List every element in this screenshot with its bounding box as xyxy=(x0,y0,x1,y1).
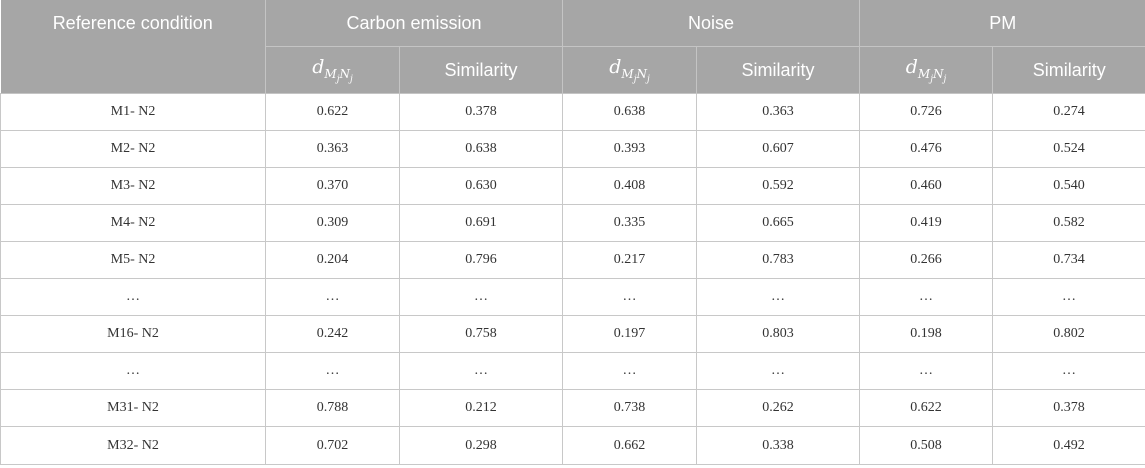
table-row: M3- N2 0.370 0.630 0.408 0.592 0.460 0.540 xyxy=(0,167,1145,205)
reference-condition-cell: M3- N2 xyxy=(0,167,266,205)
header-row-groups: Reference condition Carbon emission Nois… xyxy=(0,0,1145,94)
carbon-similarity-cell: 0.630 xyxy=(399,167,563,205)
carbon-similarity-cell: 0.796 xyxy=(399,241,563,279)
pm-distance-cell: 0.460 xyxy=(859,167,993,205)
table-row: M2- N2 0.363 0.638 0.393 0.607 0.476 0.524 xyxy=(0,130,1145,168)
reference-condition-cell: M31- N2 xyxy=(0,389,266,427)
noise-distance-cell: 0.335 xyxy=(562,204,697,242)
noise-distance-cell: 0.393 xyxy=(562,130,697,168)
noise-distance-cell: … xyxy=(562,352,697,390)
pm-similarity-cell: 0.378 xyxy=(992,389,1145,427)
pm-distance-cell: … xyxy=(859,278,993,316)
carbon-distance-cell: 0.363 xyxy=(265,130,400,168)
pm-distance-cell: 0.622 xyxy=(859,389,993,427)
noise-similarity-cell: … xyxy=(696,278,860,316)
carbon-distance-cell: 0.622 xyxy=(265,93,400,131)
pm-similarity-cell: 0.274 xyxy=(992,93,1145,131)
carbon-distance-cell: 0.309 xyxy=(265,204,400,242)
noise-similarity-cell: 0.665 xyxy=(696,204,860,242)
distance-symbol: dMjNj xyxy=(312,55,353,85)
header-distance-pm: dMjNj xyxy=(859,46,993,94)
noise-distance-cell: 0.197 xyxy=(562,315,697,353)
noise-similarity-cell: 0.363 xyxy=(696,93,860,131)
pm-distance-cell: 0.508 xyxy=(859,426,993,465)
header-distance-carbon: dMjNj xyxy=(265,46,400,94)
carbon-similarity-cell: 0.378 xyxy=(399,93,563,131)
pm-similarity-cell: 0.582 xyxy=(992,204,1145,242)
header-group-carbon-emission: Carbon emission xyxy=(265,0,563,47)
header-distance-noise: dMjNj xyxy=(562,46,697,94)
carbon-distance-cell: 0.370 xyxy=(265,167,400,205)
table-row: ………………… xyxy=(0,278,1145,316)
table-header: Reference condition Carbon emission Nois… xyxy=(0,0,1145,94)
carbon-distance-cell: 0.242 xyxy=(265,315,400,353)
noise-distance-cell: 0.738 xyxy=(562,389,697,427)
carbon-distance-cell: 0.204 xyxy=(265,241,400,279)
carbon-distance-cell: … xyxy=(265,278,400,316)
carbon-similarity-cell: 0.691 xyxy=(399,204,563,242)
pm-distance-cell: 0.476 xyxy=(859,130,993,168)
table-row: M31- N2 0.788 0.212 0.738 0.262 0.622 0.378 xyxy=(0,389,1145,427)
pm-similarity-cell: 0.734 xyxy=(992,241,1145,279)
pm-similarity-cell: 0.540 xyxy=(992,167,1145,205)
reference-condition-cell: … xyxy=(0,352,266,390)
pm-distance-cell: 0.198 xyxy=(859,315,993,353)
reference-condition-cell: M5- N2 xyxy=(0,241,266,279)
noise-distance-cell: 0.662 xyxy=(562,426,697,465)
table-row: ………………… xyxy=(0,352,1145,390)
noise-similarity-cell: … xyxy=(696,352,860,390)
carbon-distance-cell: 0.788 xyxy=(265,389,400,427)
carbon-similarity-cell: … xyxy=(399,352,563,390)
carbon-similarity-cell: 0.298 xyxy=(399,426,563,465)
noise-distance-cell: … xyxy=(562,278,697,316)
pm-distance-cell: 0.726 xyxy=(859,93,993,131)
table-row: M1- N2 0.622 0.378 0.638 0.363 0.726 0.274 xyxy=(0,93,1145,131)
reference-condition-cell: M16- N2 xyxy=(0,315,266,353)
pm-similarity-cell: 0.492 xyxy=(992,426,1145,465)
table-row: M4- N2 0.309 0.691 0.335 0.665 0.419 0.582 xyxy=(0,204,1145,242)
table-row: M16- N2 0.242 0.758 0.197 0.803 0.198 0.802 xyxy=(0,315,1145,353)
noise-similarity-cell: 0.338 xyxy=(696,426,860,465)
reference-condition-cell: M1- N2 xyxy=(0,93,266,131)
noise-similarity-cell: 0.607 xyxy=(696,130,860,168)
carbon-distance-cell: 0.702 xyxy=(265,426,400,465)
header-similarity-pm: Similarity xyxy=(992,46,1145,94)
reference-condition-cell: M32- N2 xyxy=(0,426,266,465)
noise-similarity-cell: 0.592 xyxy=(696,167,860,205)
header-group-pm: PM xyxy=(859,0,1145,47)
distance-symbol: dMjNj xyxy=(905,55,947,85)
header-reference-condition: Reference condition xyxy=(0,0,266,94)
distance-symbol: dMjNj xyxy=(609,55,650,85)
table-body: M1- N2 0.622 0.378 0.638 0.363 0.726 0.274 M2- … xyxy=(0,93,1145,465)
header-group-noise: Noise xyxy=(562,0,860,47)
reference-condition-cell: … xyxy=(0,278,266,316)
header-similarity-noise: Similarity xyxy=(696,46,860,94)
noise-similarity-cell: 0.783 xyxy=(696,241,860,279)
noise-similarity-cell: 0.262 xyxy=(696,389,860,427)
pm-distance-cell: 0.419 xyxy=(859,204,993,242)
pm-distance-cell: … xyxy=(859,352,993,390)
pm-similarity-cell: 0.802 xyxy=(992,315,1145,353)
carbon-similarity-cell: 0.638 xyxy=(399,130,563,168)
noise-distance-cell: 0.638 xyxy=(562,93,697,131)
carbon-similarity-cell: 0.758 xyxy=(399,315,563,353)
header-row-metrics: dMjNj Similarity dMjNj Similarity dMjNj … xyxy=(1,46,1145,94)
table-row: M32- N2 0.702 0.298 0.662 0.338 0.508 0.492 xyxy=(0,426,1145,465)
carbon-similarity-cell: … xyxy=(399,278,563,316)
header-similarity-carbon: Similarity xyxy=(399,46,563,94)
pm-similarity-cell: … xyxy=(992,278,1145,316)
noise-similarity-cell: 0.803 xyxy=(696,315,860,353)
carbon-similarity-cell: 0.212 xyxy=(399,389,563,427)
pm-similarity-cell: … xyxy=(992,352,1145,390)
noise-distance-cell: 0.217 xyxy=(562,241,697,279)
noise-distance-cell: 0.408 xyxy=(562,167,697,205)
table-row: M5- N2 0.204 0.796 0.217 0.783 0.266 0.734 xyxy=(0,241,1145,279)
carbon-distance-cell: … xyxy=(265,352,400,390)
reference-condition-cell: M2- N2 xyxy=(0,130,266,168)
reference-condition-cell: M4- N2 xyxy=(0,204,266,242)
pm-distance-cell: 0.266 xyxy=(859,241,993,279)
pm-similarity-cell: 0.524 xyxy=(992,130,1145,168)
